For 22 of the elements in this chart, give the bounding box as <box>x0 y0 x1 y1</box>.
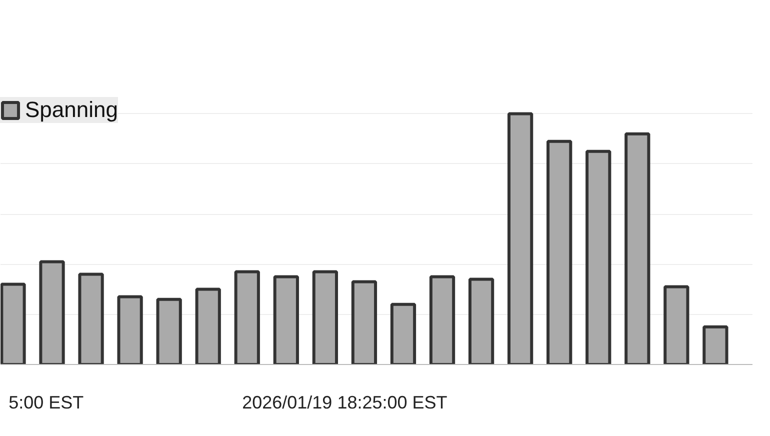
text: 5:00 EST <box>8 392 84 412</box>
bar <box>468 278 494 364</box>
bar <box>546 140 572 364</box>
text: 2026/01/19 18:25:00 EST <box>242 392 448 412</box>
bar <box>312 270 338 364</box>
bar <box>664 285 690 364</box>
bar <box>117 295 143 364</box>
bar <box>586 150 612 364</box>
bar <box>39 260 65 364</box>
bar <box>702 325 728 364</box>
bar <box>156 298 182 364</box>
bar <box>78 272 104 364</box>
bar <box>351 280 378 364</box>
bar <box>273 275 299 364</box>
bar <box>0 282 26 364</box>
legend-label: Spanning <box>25 97 118 123</box>
bar <box>507 112 534 364</box>
bar <box>390 302 416 364</box>
bar <box>234 270 260 364</box>
bar <box>429 275 456 364</box>
bar <box>195 288 221 364</box>
bar <box>624 132 650 364</box>
